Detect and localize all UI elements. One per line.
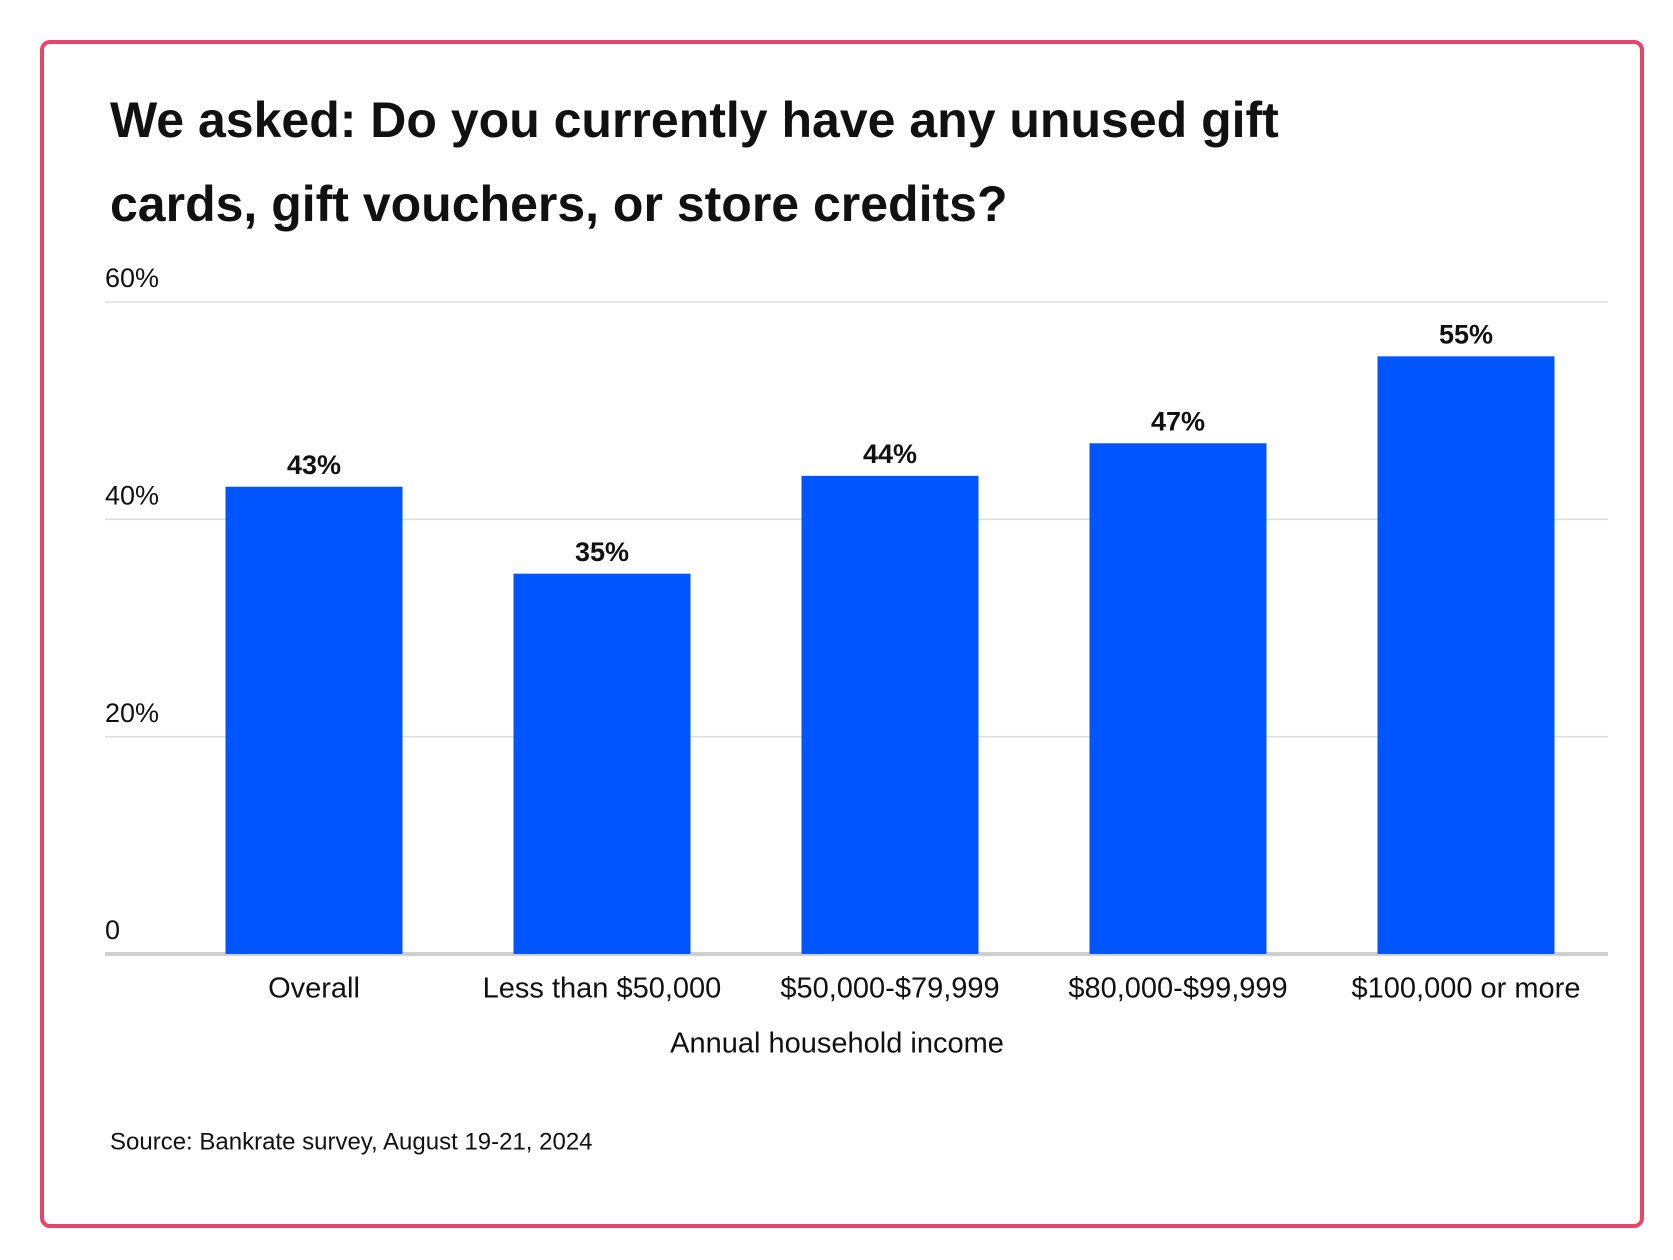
y-tick-label: 60%: [105, 263, 159, 293]
x-axis-title: Annual household income: [670, 1028, 1004, 1060]
value-label: 55%: [1439, 319, 1493, 349]
bar: [1089, 443, 1267, 954]
value-label: 35%: [575, 537, 629, 567]
x-tick-label: $50,000-$79,999: [780, 973, 999, 1005]
x-tick-label: Overall: [268, 973, 360, 1005]
x-tick-label: $80,000-$99,999: [1068, 973, 1287, 1005]
y-tick-label: 40%: [105, 480, 159, 510]
x-tick-label: $100,000 or more: [1352, 973, 1581, 1005]
card-border: [40, 40, 1644, 1228]
bar: [801, 475, 979, 954]
source-note: Source: Bankrate survey, August 19-21, 2…: [110, 1128, 593, 1155]
chart-title: We asked: Do you currently have any unus…: [110, 92, 1279, 232]
value-label: 43%: [287, 450, 341, 480]
bar: [225, 486, 403, 954]
bar: [1377, 356, 1555, 954]
x-tick-label: Less than $50,000: [483, 973, 722, 1005]
y-tick-label: 0: [105, 915, 120, 945]
bar: [513, 573, 691, 954]
value-label: 47%: [1151, 406, 1205, 436]
value-label: 44%: [863, 439, 917, 469]
y-tick-label: 20%: [105, 698, 159, 728]
